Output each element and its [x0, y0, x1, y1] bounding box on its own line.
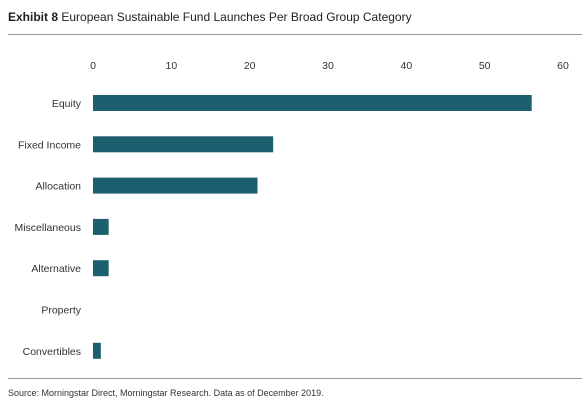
bar-convertibles — [93, 343, 101, 359]
x-tick-label-30: 30 — [322, 60, 334, 72]
x-tick-label-20: 20 — [244, 60, 256, 72]
x-tick-label-0: 0 — [90, 60, 96, 72]
bar-miscellaneous — [93, 219, 109, 235]
category-label-equity: Equity — [52, 98, 82, 110]
category-label-fixed-income: Fixed Income — [18, 139, 81, 151]
bar-alternative — [93, 260, 109, 276]
x-tick-label-40: 40 — [400, 60, 412, 72]
bar-allocation — [93, 178, 258, 194]
x-tick-label-10: 10 — [165, 60, 177, 72]
bar-equity — [93, 95, 532, 111]
category-labels: Equity Fixed Income Allocation Miscellaneou… — [14, 98, 81, 358]
bars — [93, 95, 532, 359]
bar-chart: 0 10 20 30 40 50 60 Equity Fixed Income Allocati… — [0, 0, 588, 380]
bar-fixed-income — [93, 136, 273, 152]
x-tick-label-50: 50 — [479, 60, 491, 72]
category-label-miscellaneous: Miscellaneous — [14, 222, 81, 234]
category-label-alternative: Alternative — [31, 263, 81, 275]
category-label-property: Property — [41, 305, 81, 317]
category-label-convertibles: Convertibles — [23, 346, 81, 358]
x-axis-ticks: 0 10 20 30 40 50 60 — [90, 60, 569, 72]
source-note: Source: Morningstar Direct, Morningstar … — [8, 388, 324, 398]
x-tick-label-60: 60 — [557, 60, 569, 72]
footer-divider — [8, 378, 582, 379]
category-label-allocation: Allocation — [35, 181, 81, 193]
